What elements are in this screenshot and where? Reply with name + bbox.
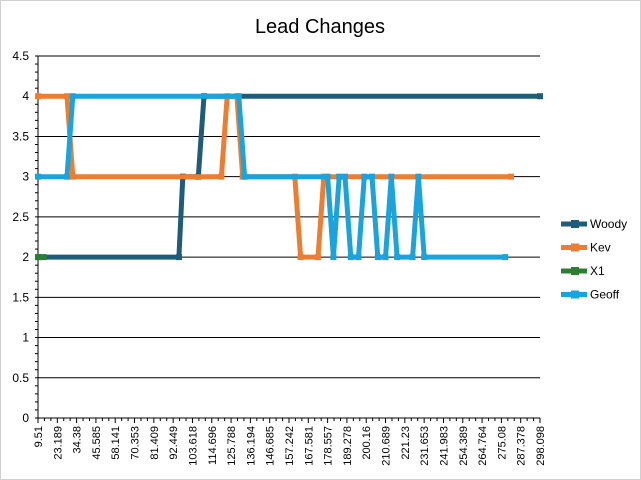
data-point-geoff (361, 173, 368, 180)
y-tick-label: 4.5 (12, 49, 29, 63)
data-point-geoff (330, 254, 337, 261)
legend-marker-x1 (571, 267, 579, 275)
x-tick-label: 287.378 (516, 426, 528, 466)
x-tick-label: 264.764 (477, 426, 489, 466)
data-point-geoff (415, 173, 422, 180)
legend-label-geoff: Geoff (590, 288, 620, 302)
data-point-geoff (241, 173, 248, 180)
legend-marker-geoff (571, 290, 579, 299)
data-point-geoff (382, 254, 389, 261)
data-point-woody (537, 93, 543, 100)
x-tick-label: 81.409 (149, 426, 161, 460)
data-point-geoff (336, 173, 343, 180)
data-point-kev (35, 93, 41, 100)
data-point-kev (508, 173, 515, 180)
legend-label-kev: Kev (590, 241, 611, 255)
legend-label-x1: X1 (590, 264, 605, 278)
y-tick-label: 0 (22, 411, 29, 425)
x-tick-label: 92.449 (168, 426, 180, 460)
x-tick-label: 167.581 (303, 426, 315, 466)
y-tick-label: 3 (22, 170, 29, 184)
x-tick-label: 146.685 (265, 426, 277, 466)
x-tick-label: 254.389 (458, 426, 470, 466)
x-tick-label: 9.51 (33, 426, 45, 447)
data-point-geoff (374, 254, 381, 261)
data-point-geoff (324, 173, 331, 180)
x-tick-label: 45.585 (91, 426, 103, 460)
data-point-geoff (341, 173, 348, 180)
x-tick-label: 189.278 (342, 426, 354, 466)
data-point-geoff (69, 93, 76, 100)
x-tick-label: 200.16 (361, 426, 373, 460)
x-tick-label: 298.098 (535, 426, 547, 466)
y-tick-label: 2.5 (12, 210, 29, 224)
x-tick-label: 125.788 (226, 426, 238, 466)
data-point-kev (63, 93, 70, 100)
y-tick-label: 4 (22, 89, 29, 103)
data-point-geoff (355, 254, 362, 261)
x-tick-label: 275.08 (496, 426, 508, 460)
data-point-geoff (502, 254, 509, 261)
data-point-woody (175, 254, 182, 261)
x-tick-label: 136.194 (245, 426, 257, 466)
series-lines (35, 93, 543, 261)
data-point-geoff (35, 173, 41, 180)
data-point-geoff (63, 173, 70, 180)
data-point-x1 (40, 254, 47, 261)
data-point-x1 (35, 254, 41, 261)
data-point-geoff (409, 254, 416, 261)
x-tick-label: 210.689 (381, 426, 393, 466)
data-point-geoff (388, 173, 395, 180)
legend-marker-woody (571, 220, 579, 228)
x-tick-label: 221.23 (400, 426, 412, 460)
x-tick-label: 70.353 (130, 426, 142, 460)
data-point-kev (314, 254, 321, 261)
x-tick-label: 178.557 (323, 426, 335, 466)
y-tick-label: 0.5 (12, 371, 29, 385)
legend: Woody Kev X1 Geoff (561, 217, 627, 302)
data-point-kev (297, 254, 304, 261)
data-point-geoff (394, 254, 401, 261)
y-tick-label: 3.5 (12, 129, 29, 143)
data-point-geoff (235, 93, 242, 100)
data-point-geoff (347, 254, 354, 261)
x-tick-label: 231.653 (419, 426, 431, 466)
x-tick-label: 114.696 (207, 426, 219, 465)
legend-marker-kev (571, 243, 579, 252)
x-tick-label: 23.189 (52, 426, 64, 460)
legend-label-woody: Woody (590, 217, 627, 231)
data-point-geoff (421, 254, 428, 261)
data-point-kev (69, 173, 76, 180)
x-tick-label: 58.141 (110, 426, 122, 460)
x-tick-label: 34.38 (72, 426, 84, 454)
chart-title: Lead Changes (255, 16, 385, 38)
x-tick-label: 103.618 (187, 426, 199, 466)
data-point-geoff (369, 173, 376, 180)
axes: 0 0.5 1 1.5 2 2.5 3 3.5 4 4.5 9.51 23.189 34.38 45.58… (12, 49, 547, 466)
x-tick-label: 241.983 (438, 426, 450, 466)
y-tick-label: 2 (22, 250, 29, 264)
data-point-kev (218, 173, 225, 180)
y-tick-label: 1 (22, 331, 29, 345)
y-tick-label: 1.5 (12, 290, 29, 304)
x-tick-label: 157.242 (284, 426, 296, 466)
